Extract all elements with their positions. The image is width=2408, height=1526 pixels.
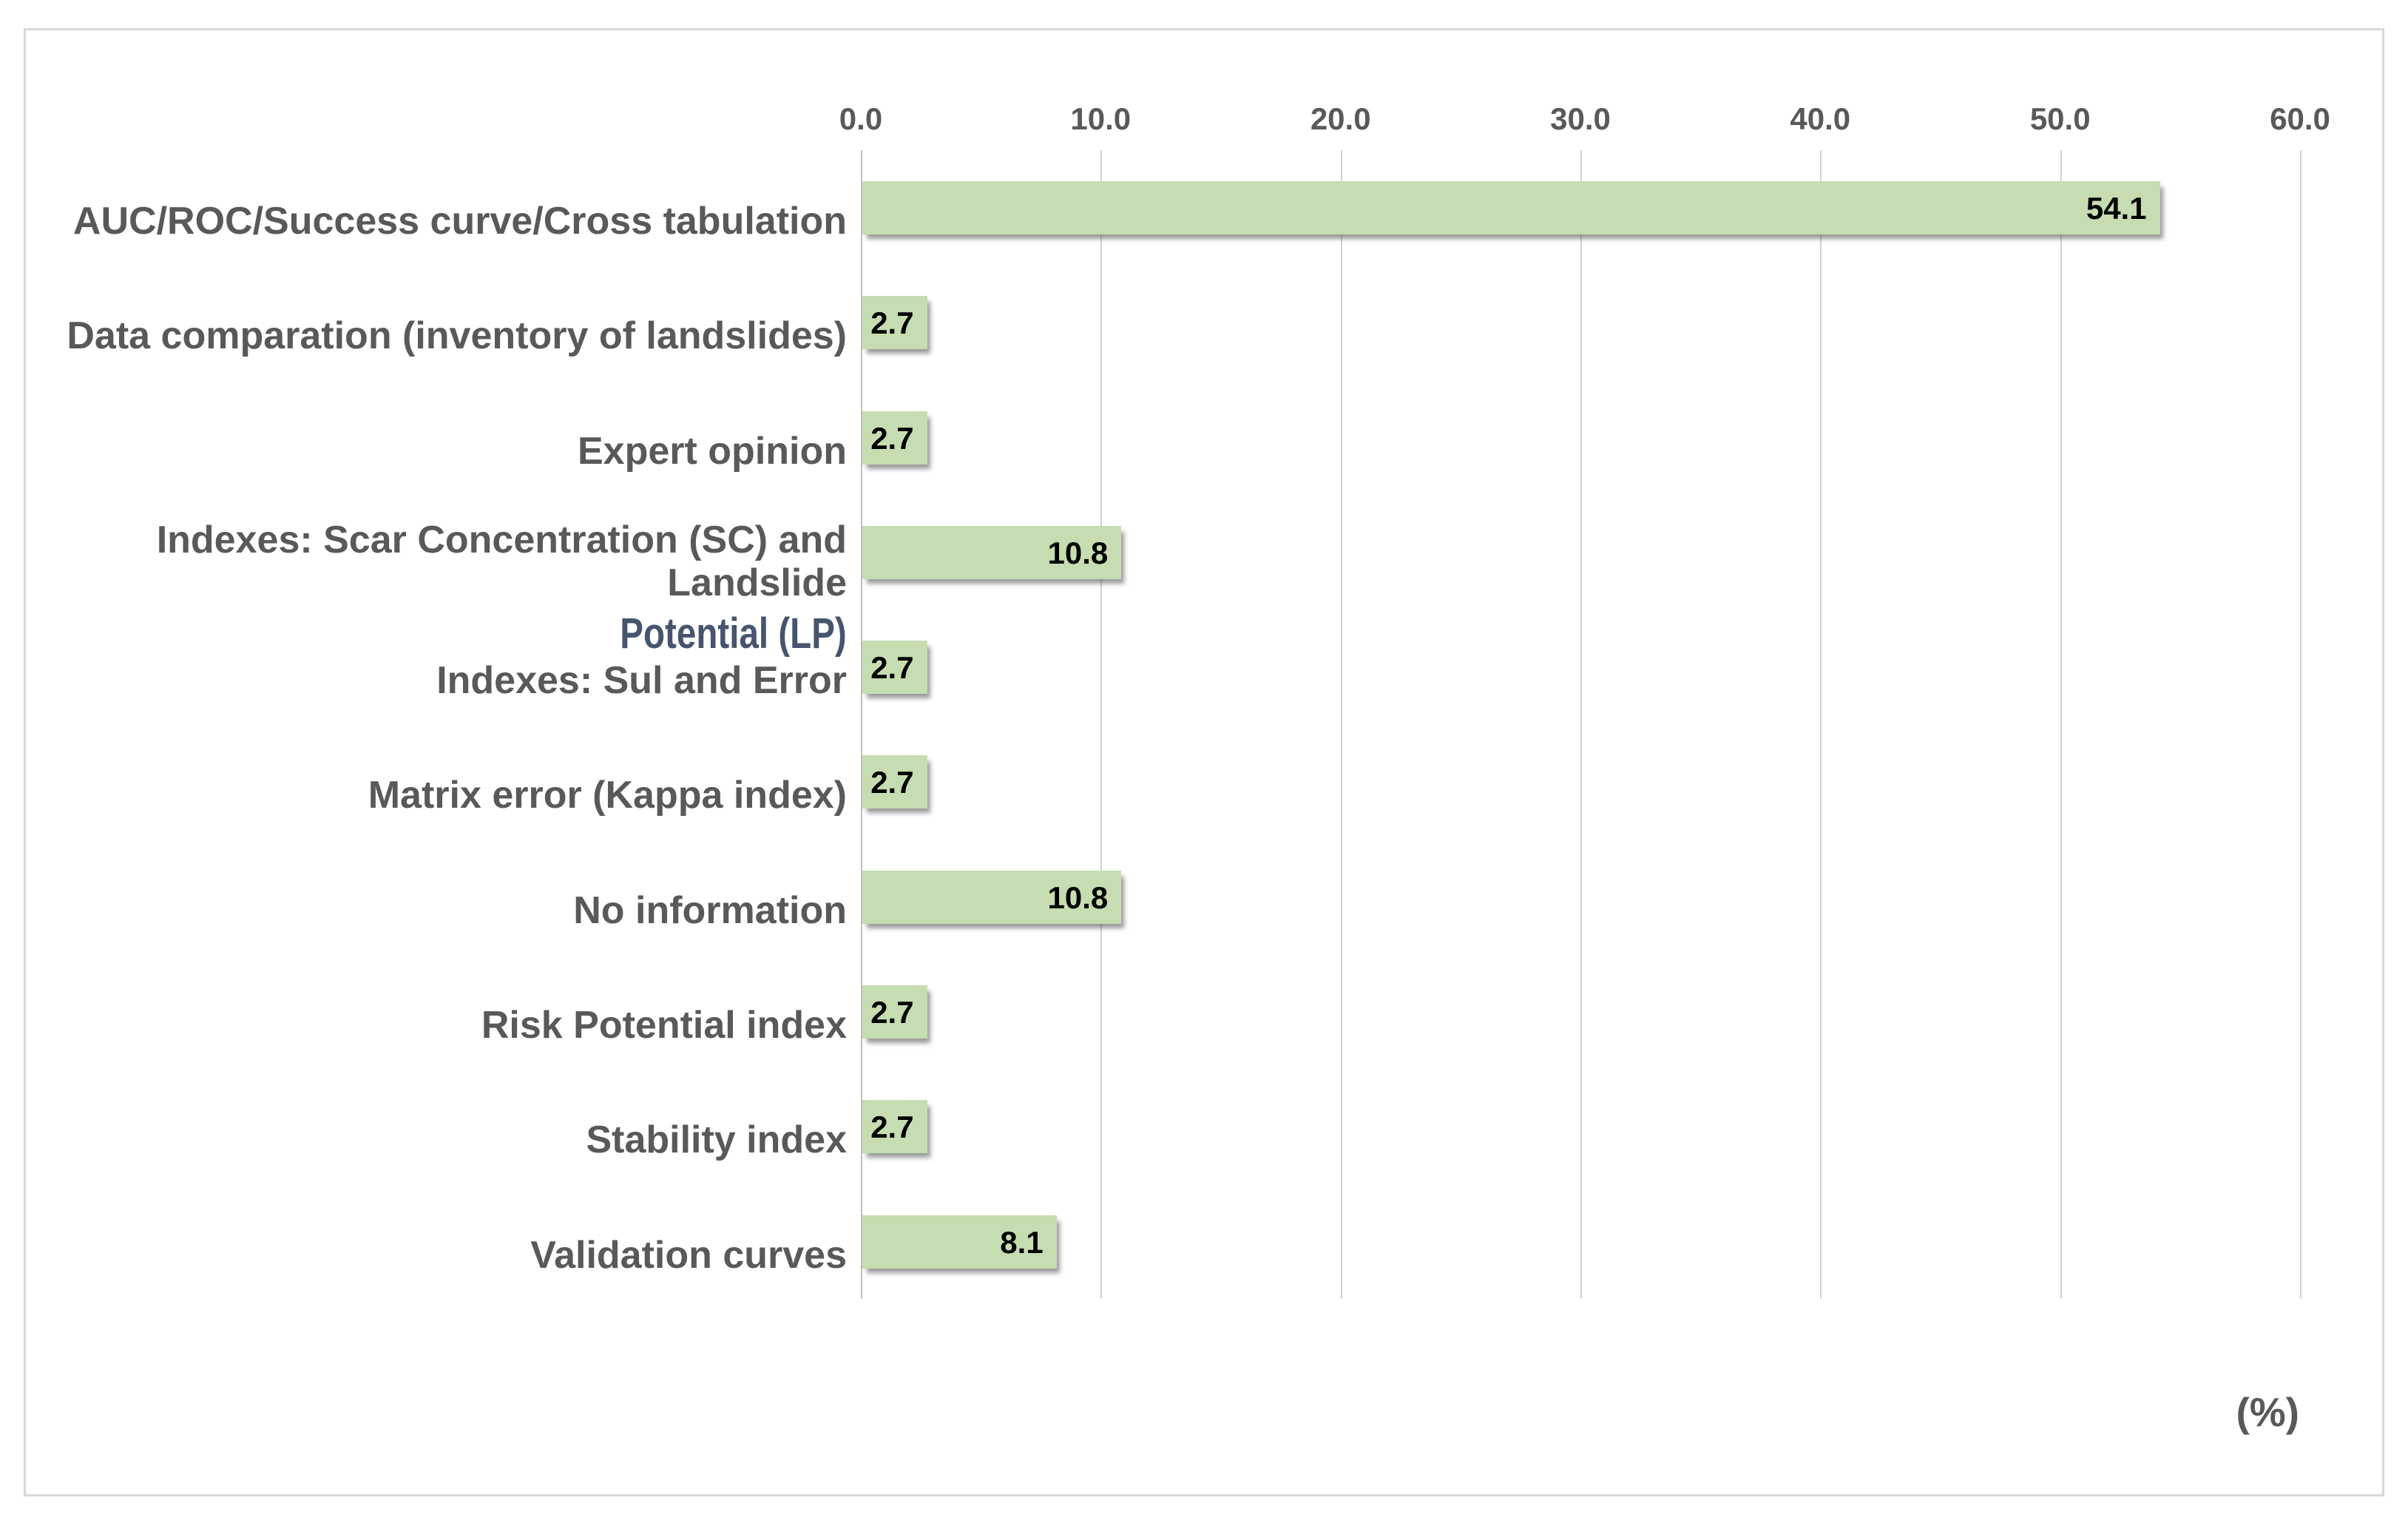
category-label: No information xyxy=(41,840,847,955)
category-label: Stability index xyxy=(41,1069,847,1184)
gridline xyxy=(1100,150,1103,1299)
bar-value-label: 2.7 xyxy=(870,995,914,1030)
category-label-text: Validation curves xyxy=(530,1234,847,1277)
category-label: Matrix error (Kappa index) xyxy=(41,724,847,840)
bar-value-label: 8.1 xyxy=(1000,1225,1044,1260)
bar: 2.7 xyxy=(862,296,927,349)
category-label: Risk Potential index xyxy=(41,954,847,1070)
gridline xyxy=(1580,150,1582,1299)
bar-value-label: 2.7 xyxy=(870,305,914,340)
axis-tick-label: 30.0 xyxy=(1550,101,1611,136)
category-label-text: Stability index xyxy=(586,1118,847,1161)
bar: 2.7 xyxy=(862,755,927,808)
bar-value-label: 54.1 xyxy=(2086,191,2147,226)
bar: 2.7 xyxy=(862,1100,927,1153)
chart-frame: AUC/ROC/Success curve/Cross tabulation D… xyxy=(24,28,2384,1496)
category-label-line2: Potential (LP) xyxy=(620,610,847,658)
bar-value-label: 2.7 xyxy=(870,1110,914,1144)
bar: 2.7 xyxy=(862,411,927,465)
bar-value-label: 10.8 xyxy=(1047,880,1109,915)
value-axis-line xyxy=(861,150,862,1299)
axis-tick-label: 10.0 xyxy=(1070,101,1132,136)
category-label: Indexes: Sul and Error xyxy=(41,610,847,725)
category-label: Validation curves xyxy=(41,1184,847,1300)
bar-value-label: 2.7 xyxy=(870,650,914,685)
category-label: Indexes: Scar Concentration (SC) and Lan… xyxy=(41,495,847,658)
axis-tick-label: 60.0 xyxy=(2270,101,2330,136)
bar-value-label: 10.8 xyxy=(1047,536,1109,570)
bar: 54.1 xyxy=(862,181,2160,234)
bar-value-label: 2.7 xyxy=(870,421,914,456)
category-label-text: Expert opinion xyxy=(578,430,847,473)
axis-tick-label: 40.0 xyxy=(1790,101,1851,136)
gridline xyxy=(2300,150,2302,1299)
gridline xyxy=(2060,150,2062,1299)
category-label-text: Indexes: Sul and Error xyxy=(436,659,847,702)
bar-value-label: 2.7 xyxy=(870,765,914,800)
category-label-text: Indexes: Scar Concentration (SC) and Lan… xyxy=(156,519,847,604)
category-label-text: Matrix error (Kappa index) xyxy=(368,774,847,817)
bar: 2.7 xyxy=(862,641,927,694)
gridline xyxy=(1820,150,1822,1299)
axis-tick-label: 20.0 xyxy=(1310,101,1371,136)
gridline xyxy=(1340,150,1342,1299)
category-label-text: AUC/ROC/Success curve/Cross tabulation xyxy=(72,200,847,243)
axis-unit-label: (%) xyxy=(2236,1389,2299,1435)
category-label: AUC/ROC/Success curve/Cross tabulation xyxy=(41,150,847,266)
bar: 2.7 xyxy=(862,985,927,1039)
axis-tick-label: 50.0 xyxy=(2029,101,2091,136)
axis-tick-label: 0.0 xyxy=(839,101,883,136)
bar: 10.8 xyxy=(862,871,1122,924)
category-label-text: No information xyxy=(573,889,847,932)
bar: 8.1 xyxy=(862,1215,1057,1269)
category-label-text: Risk Potential index xyxy=(481,1004,847,1047)
bar: 10.8 xyxy=(862,526,1122,579)
category-label: Expert opinion xyxy=(41,380,847,496)
category-label-text: Data comparation (inventory of landslide… xyxy=(67,314,847,357)
category-label: Data comparation (inventory of landslide… xyxy=(41,265,847,380)
